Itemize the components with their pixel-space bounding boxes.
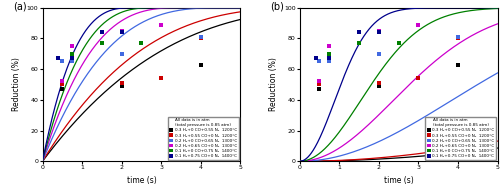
Point xyxy=(326,57,334,60)
Point xyxy=(375,31,383,34)
Point xyxy=(68,52,76,55)
Point xyxy=(316,80,324,83)
X-axis label: time (s): time (s) xyxy=(126,176,156,185)
Point xyxy=(197,37,205,40)
Point xyxy=(58,80,66,83)
Legend: 0.3 H₂+0 CO+0.55 N₂  1200°C, 0.3 H₂+0.55 CO+0 N₂  1200°C, 0.2 H₂+0 CO+0.65 N₂  1: 0.3 H₂+0 CO+0.55 N₂ 1200°C, 0.3 H₂+0.55 … xyxy=(425,117,496,160)
Point xyxy=(316,60,324,63)
Point xyxy=(118,31,126,34)
Point xyxy=(454,35,462,38)
Point xyxy=(58,60,66,63)
Point xyxy=(454,37,462,40)
Point xyxy=(414,23,422,26)
Point xyxy=(316,88,324,91)
Point xyxy=(157,77,165,80)
Point xyxy=(312,57,320,60)
X-axis label: time (s): time (s) xyxy=(384,176,414,185)
Point xyxy=(326,45,334,48)
Y-axis label: Reduction (%): Reduction (%) xyxy=(270,58,278,111)
Point xyxy=(68,57,76,60)
Point xyxy=(118,84,126,88)
Point xyxy=(355,41,363,45)
Y-axis label: Reduction (%): Reduction (%) xyxy=(12,58,21,111)
Point xyxy=(68,60,76,63)
Text: (a): (a) xyxy=(13,2,26,12)
Point xyxy=(138,41,145,45)
Point xyxy=(414,77,422,80)
Point xyxy=(375,81,383,84)
Point xyxy=(316,83,324,86)
Point xyxy=(157,23,165,26)
Point xyxy=(355,31,363,34)
Point xyxy=(394,41,402,45)
Point xyxy=(326,52,334,55)
Point xyxy=(98,41,106,45)
Point xyxy=(54,57,62,60)
Point xyxy=(375,52,383,55)
Point xyxy=(454,63,462,66)
Point xyxy=(326,60,334,63)
Point xyxy=(375,29,383,32)
Point xyxy=(197,63,205,66)
Point xyxy=(58,83,66,86)
Text: (b): (b) xyxy=(270,2,284,12)
Point xyxy=(68,45,76,48)
Point xyxy=(118,52,126,55)
Point xyxy=(118,81,126,84)
Point xyxy=(375,84,383,88)
Point xyxy=(197,35,205,38)
Point xyxy=(118,29,126,32)
Point xyxy=(58,88,66,91)
Legend: 0.3 H₂+0 CO+0.55 N₂  1200°C, 0.3 H₂+0.55 CO+0 N₂  1200°C, 0.2 H₂+0 CO+0.65 N₂  1: 0.3 H₂+0 CO+0.55 N₂ 1200°C, 0.3 H₂+0.55 … xyxy=(168,117,239,160)
Point xyxy=(98,31,106,34)
